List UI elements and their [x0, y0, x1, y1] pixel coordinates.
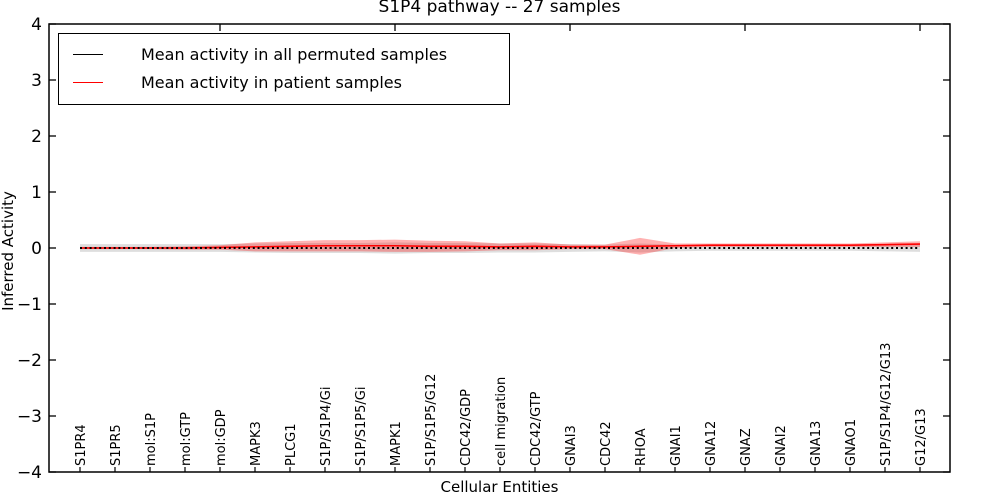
- x-tick-label: CDC42/GDP: [459, 389, 474, 466]
- y-tick-label: 3: [31, 71, 42, 91]
- y-tick-label: 0: [31, 239, 42, 259]
- y-tick-label: 1: [31, 183, 42, 203]
- x-tick-label: mol:GDP: [214, 409, 229, 466]
- x-tick-label: CDC42/GTP: [529, 391, 544, 466]
- x-tick-label: S1PR5: [109, 424, 124, 466]
- x-tick-label: S1P/S1P5/G12: [424, 374, 439, 466]
- legend-label-patient: Mean activity in patient samples: [141, 72, 402, 92]
- x-tick-label: RHOA: [634, 428, 649, 466]
- y-tick-label: −3: [17, 407, 42, 427]
- x-tick-label: cell migration: [494, 377, 509, 466]
- patient-line-swatch: [73, 81, 103, 83]
- y-tick-label: −2: [17, 351, 42, 371]
- x-tick-label: G12/G13: [914, 408, 929, 466]
- x-tick-label: PLCG1: [284, 423, 299, 466]
- x-tick-label: MAPK1: [389, 421, 404, 466]
- x-tick-label: MAPK3: [249, 421, 264, 466]
- x-tick-label: S1PR4: [74, 424, 89, 466]
- legend-label-permuted: Mean activity in all permuted samples: [141, 44, 448, 64]
- x-tick-label: CDC42: [599, 421, 614, 466]
- legend-item-permuted: Mean activity in all permuted samples: [73, 40, 499, 68]
- x-tick-label: mol:GTP: [179, 412, 194, 466]
- permuted-line-swatch: [73, 53, 103, 55]
- legend: Mean activity in all permuted samples Me…: [58, 33, 510, 105]
- x-tick-label: GNAZ: [739, 428, 754, 466]
- x-tick-label: GNAI3: [564, 425, 579, 466]
- x-tick-label: GNA13: [809, 421, 824, 466]
- chart-title: S1P4 pathway -- 27 samples: [378, 0, 621, 17]
- x-tick-label: S1P/S1P4/G12/G13: [879, 343, 894, 466]
- y-tick-label: −4: [17, 463, 42, 483]
- x-tick-label: GNAI1: [669, 425, 684, 466]
- x-tick-label: mol:S1P: [144, 413, 159, 466]
- x-tick-label: GNA12: [704, 421, 719, 466]
- x-tick-label: GNAI2: [774, 425, 789, 466]
- x-tick-label: S1P/S1P4/Gi: [319, 387, 334, 466]
- legend-item-patient: Mean activity in patient samples: [73, 68, 499, 96]
- x-tick-label: S1P/S1P5/Gi: [354, 387, 369, 466]
- x-tick-label: GNAO1: [844, 419, 859, 466]
- y-tick-label: 4: [31, 15, 42, 35]
- y-tick-label: 2: [31, 127, 42, 147]
- y-tick-label: −1: [17, 295, 42, 315]
- x-axis-label: Cellular Entities: [440, 478, 559, 496]
